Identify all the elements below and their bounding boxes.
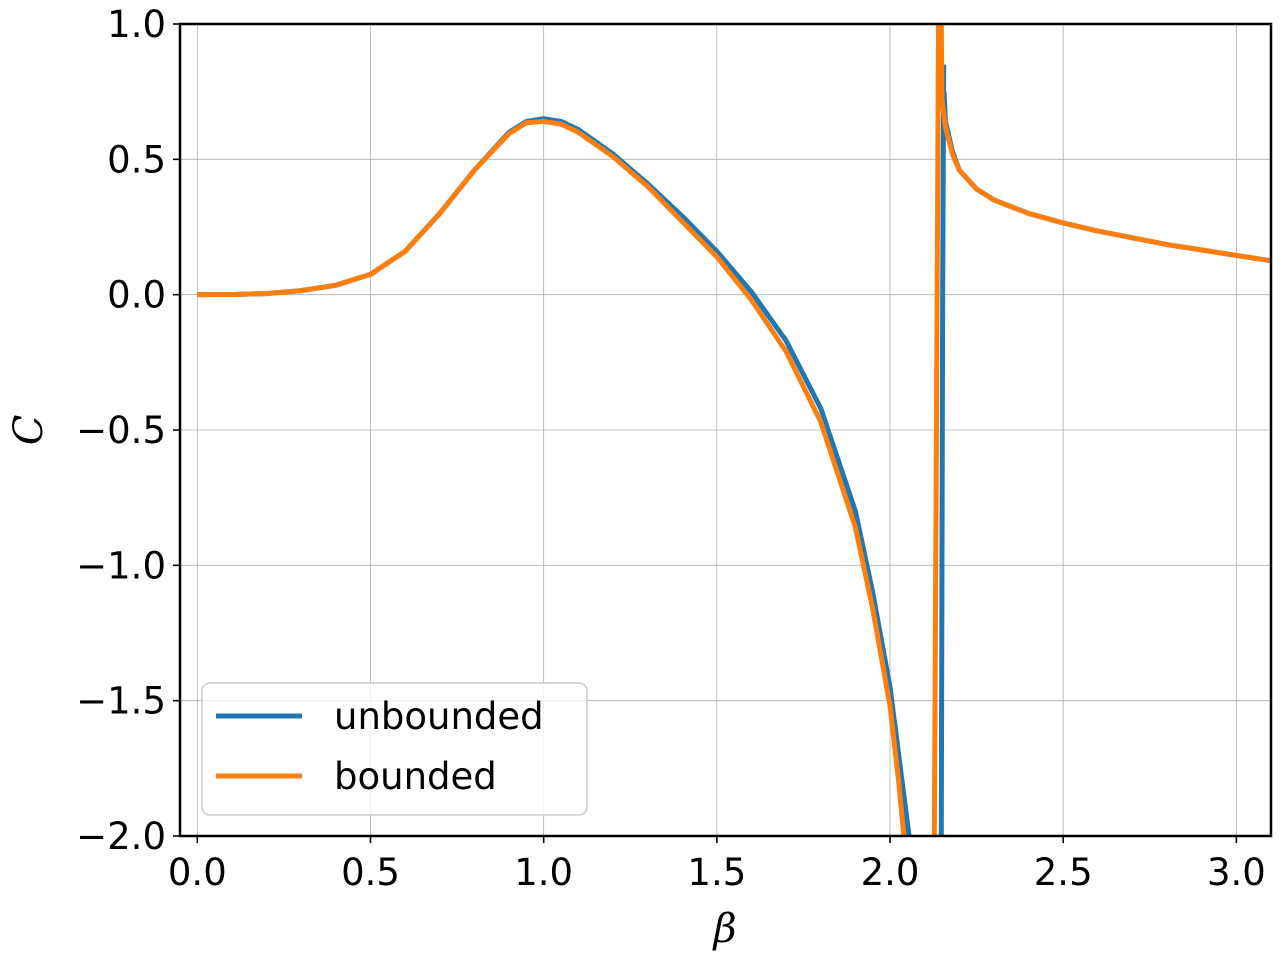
y-tick-label: −1.0 xyxy=(76,544,166,587)
x-tick-label: 1.5 xyxy=(687,851,746,894)
y-tick-label: −2.0 xyxy=(76,815,166,858)
x-tick-label: 3.0 xyxy=(1207,851,1266,894)
legend: unbounded bounded xyxy=(201,682,588,816)
x-axis: 0.0 0.5 1.0 1.5 2.0 2.5 3.0 xyxy=(168,836,1266,894)
y-tick-label: 0.0 xyxy=(107,274,166,317)
x-tick-label: 0.5 xyxy=(341,851,400,894)
series-layer xyxy=(197,24,1271,836)
series-line-bounded xyxy=(931,24,941,836)
y-axis-label: C xyxy=(6,415,52,446)
y-axis: 1.0 0.5 0.0 −0.5 −1.0 −1.5 −2.0 xyxy=(76,3,180,858)
series-line-unbounded xyxy=(938,64,947,836)
y-tick-label: 1.0 xyxy=(107,3,166,46)
x-axis-label: β xyxy=(711,906,736,952)
x-tick-label: 1.0 xyxy=(514,851,573,894)
x-tick-label: 0.0 xyxy=(168,851,227,894)
x-tick-label: 2.5 xyxy=(1034,851,1093,894)
y-tick-label: −0.5 xyxy=(76,409,166,452)
y-tick-label: 0.5 xyxy=(107,138,166,181)
series-line-bounded xyxy=(197,118,907,836)
y-tick-label: −1.5 xyxy=(76,680,166,723)
legend-label-bounded: bounded xyxy=(334,755,497,798)
legend-label-unbounded: unbounded xyxy=(334,695,544,738)
series-line-bounded xyxy=(938,24,1271,264)
x-tick-label: 2.0 xyxy=(861,851,920,894)
